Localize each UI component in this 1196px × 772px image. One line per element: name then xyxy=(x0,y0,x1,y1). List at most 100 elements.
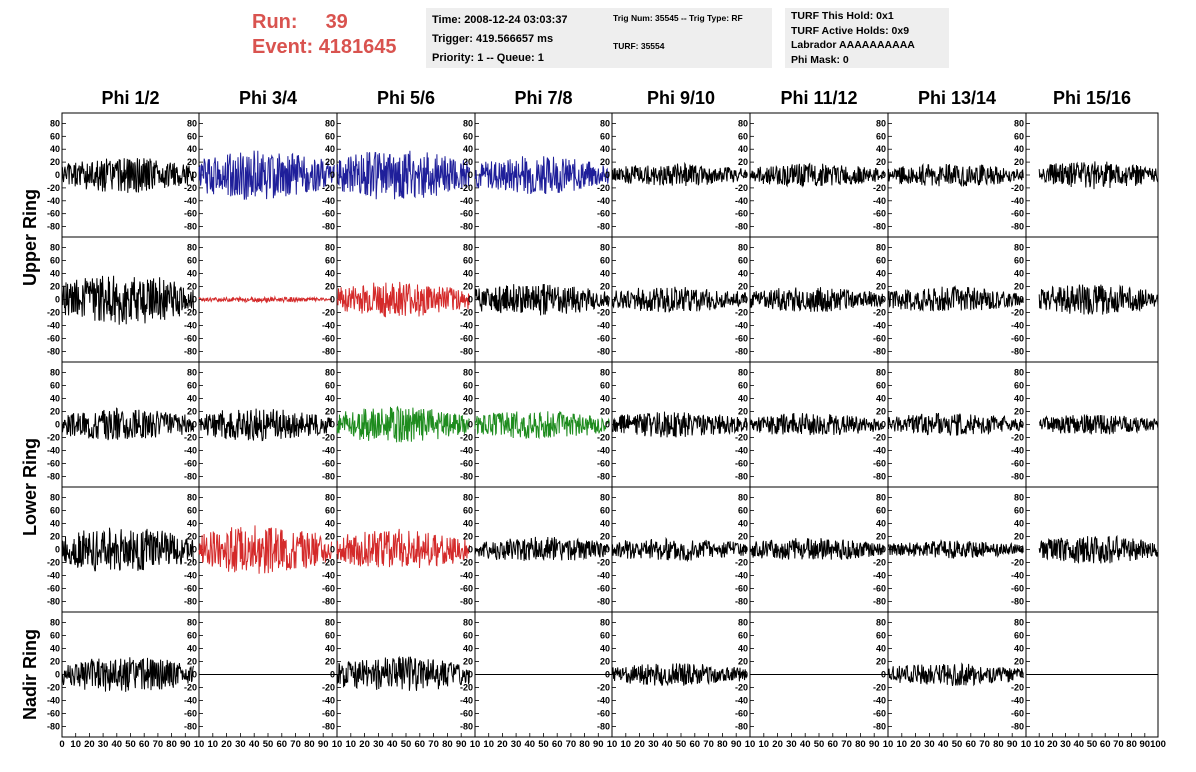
y-tick-label: 20 xyxy=(463,657,473,667)
y-tick-label: 20 xyxy=(50,407,60,417)
waveform-trace xyxy=(198,150,335,200)
x-tick-label: 50 xyxy=(952,739,963,750)
y-tick-label: 80 xyxy=(463,368,473,378)
y-tick-label: 0 xyxy=(55,670,60,680)
y-tick-label: 20 xyxy=(325,532,335,542)
y-tick-label: -60 xyxy=(184,209,197,219)
x-tick-label: 10 xyxy=(897,739,908,750)
column-header: Phi 11/12 xyxy=(780,88,857,108)
x-tick-label: 10 xyxy=(70,739,81,750)
y-tick-label: -20 xyxy=(184,558,197,568)
x-tick-label: 80 xyxy=(304,739,315,750)
x-tick-label: 70 xyxy=(1113,739,1124,750)
y-tick-label: -40 xyxy=(184,571,197,581)
y-tick-label: 20 xyxy=(738,407,748,417)
y-tick-label: 20 xyxy=(1014,657,1024,667)
y-tick-label: 60 xyxy=(187,381,197,391)
y-tick-label: -40 xyxy=(873,321,886,331)
y-tick-label: 40 xyxy=(600,519,610,529)
y-tick-label: -80 xyxy=(322,347,335,357)
y-tick-label: -60 xyxy=(47,209,60,219)
y-tick-label: -20 xyxy=(873,183,886,193)
y-tick-label: 0 xyxy=(1019,295,1024,305)
y-tick-label: -40 xyxy=(597,321,610,331)
y-tick-label: -20 xyxy=(735,683,748,693)
y-tick-label: -40 xyxy=(597,446,610,456)
waveform-trace xyxy=(1038,161,1159,190)
y-tick-label: -60 xyxy=(1011,584,1024,594)
y-tick-label: -40 xyxy=(184,196,197,206)
y-tick-label: -80 xyxy=(460,597,473,607)
y-tick-label: 20 xyxy=(50,157,60,167)
x-tick-label: 50 xyxy=(814,739,825,750)
waveform-trace xyxy=(61,527,194,572)
y-tick-label: 60 xyxy=(600,506,610,516)
y-tick-label: 40 xyxy=(325,144,335,154)
y-tick-label: 0 xyxy=(743,170,748,180)
y-tick-label: -40 xyxy=(47,321,60,331)
waveform-trace xyxy=(61,158,194,193)
y-tick-label: -40 xyxy=(322,321,335,331)
x-tick-label: 10 xyxy=(332,739,343,750)
y-tick-label: 0 xyxy=(468,295,473,305)
x-tick-label: 90 xyxy=(1140,739,1151,750)
x-tick-label: 10 xyxy=(483,739,494,750)
x-tick-label: 90 xyxy=(593,739,604,750)
waveform-trace xyxy=(474,536,610,562)
x-tick-label: 50 xyxy=(401,739,412,750)
y-tick-label: -80 xyxy=(184,222,197,232)
y-tick-label: -80 xyxy=(873,722,886,732)
y-tick-label: 80 xyxy=(187,618,197,628)
y-tick-label: 0 xyxy=(192,170,197,180)
priority-line: Priority: 1 -- Queue: 1 xyxy=(432,52,544,64)
x-tick-label: 70 xyxy=(153,739,164,750)
y-tick-label: -80 xyxy=(597,597,610,607)
y-tick-label: -40 xyxy=(322,571,335,581)
row-header: Lower Ring xyxy=(20,438,40,536)
y-tick-label: 0 xyxy=(468,420,473,430)
y-tick-label: -80 xyxy=(873,347,886,357)
trig-num-box: Trig Num: 35545 -- Trig Type: RF TURF: 3… xyxy=(605,8,772,68)
y-tick-label: 0 xyxy=(743,420,748,430)
waveform-trace xyxy=(887,163,1024,187)
row-header: Upper Ring xyxy=(20,189,40,286)
waveform-trace xyxy=(1039,413,1159,435)
y-tick-label: 40 xyxy=(738,394,748,404)
y-tick-label: 0 xyxy=(1019,420,1024,430)
y-tick-label: 40 xyxy=(325,394,335,404)
panel-frame xyxy=(887,611,1027,738)
y-tick-label: -20 xyxy=(47,433,60,443)
y-tick-label: -20 xyxy=(322,183,335,193)
y-tick-label: 40 xyxy=(600,394,610,404)
y-tick-label: 40 xyxy=(1014,644,1024,654)
y-tick-label: 60 xyxy=(463,381,473,391)
y-tick-label: 80 xyxy=(187,118,197,128)
y-tick-label: 60 xyxy=(50,631,60,641)
y-tick-label: -80 xyxy=(735,222,748,232)
y-tick-label: -80 xyxy=(873,472,886,482)
y-tick-label: 60 xyxy=(187,131,197,141)
x-tick-label: 60 xyxy=(139,739,150,750)
y-tick-label: 40 xyxy=(876,519,886,529)
waveform-trace xyxy=(611,161,748,187)
waveform-trace xyxy=(474,283,610,316)
y-tick-label: 60 xyxy=(738,131,748,141)
y-tick-label: -20 xyxy=(460,433,473,443)
y-tick-label: -20 xyxy=(1011,683,1024,693)
y-tick-label: 60 xyxy=(463,506,473,516)
y-tick-label: -60 xyxy=(47,584,60,594)
y-tick-label: 60 xyxy=(325,131,335,141)
y-tick-label: 20 xyxy=(325,282,335,292)
x-tick-label: 70 xyxy=(703,739,714,750)
y-tick-label: -40 xyxy=(460,196,473,206)
y-tick-label: 0 xyxy=(330,420,335,430)
y-tick-label: 0 xyxy=(330,670,335,680)
x-tick-label: 90 xyxy=(1007,739,1018,750)
x-tick-label: 30 xyxy=(235,739,246,750)
waveform-trace xyxy=(887,285,1024,312)
x-tick-label: 70 xyxy=(979,739,990,750)
y-tick-label: 40 xyxy=(738,269,748,279)
y-tick-label: 20 xyxy=(738,532,748,542)
y-tick-label: 80 xyxy=(325,243,335,253)
y-tick-label: -80 xyxy=(47,597,60,607)
